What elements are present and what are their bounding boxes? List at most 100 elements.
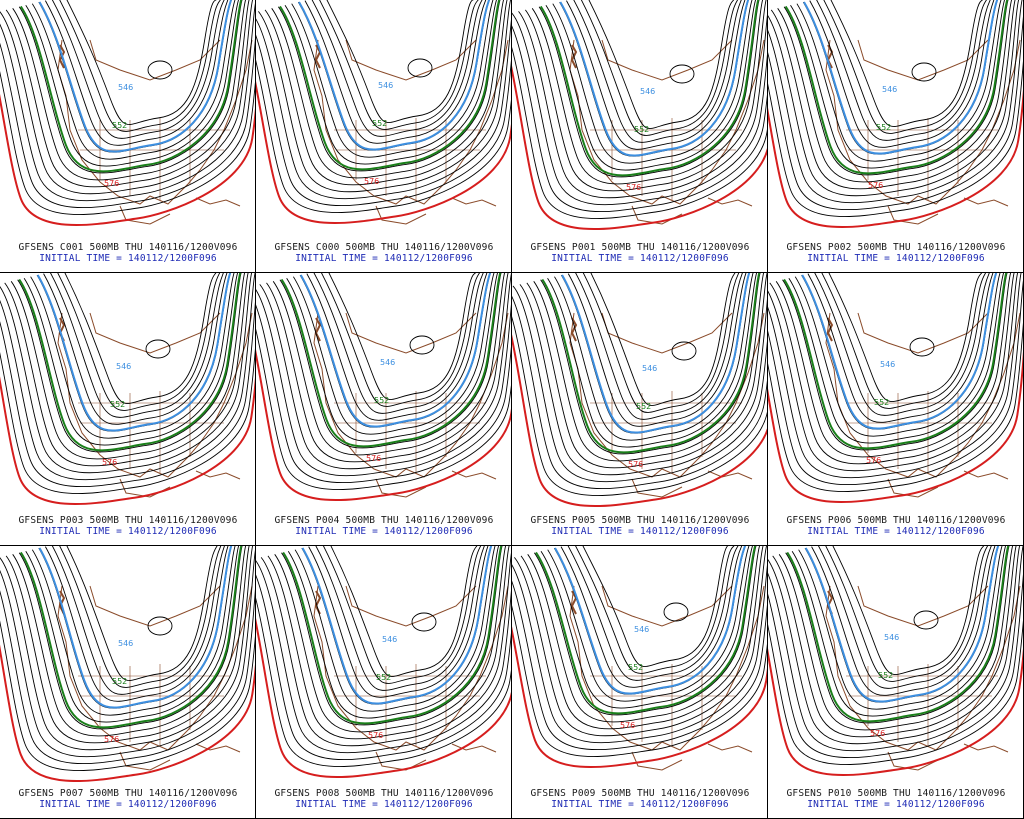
height-contour <box>818 546 992 689</box>
height-contour <box>5 546 250 744</box>
contour-576 <box>0 376 255 506</box>
height-contour <box>23 273 238 446</box>
panel-title: GFSENS P006 500MB THU 140116/1200V096 <box>786 515 1006 526</box>
height-contour <box>512 296 767 490</box>
coastline <box>451 743 497 753</box>
panel-title: GFSENS P002 500MB THU 140116/1200V096 <box>786 242 1006 253</box>
state-border <box>590 391 742 473</box>
contour-546 <box>301 546 493 705</box>
coastline <box>119 751 171 771</box>
panel-title: GFSENS P010 500MB THU 140116/1200V096 <box>786 788 1006 799</box>
closed-low-contour <box>147 616 173 636</box>
coastline <box>857 585 989 627</box>
closed-low-contour <box>909 337 935 357</box>
height-contour <box>816 0 991 141</box>
height-contour <box>768 280 1023 486</box>
contour-label-576: 576 <box>626 183 641 192</box>
panel-title: GFSENS P007 500MB THU 140116/1200V096 <box>18 788 238 799</box>
height-contour-map: 576 552 546 <box>768 546 1023 777</box>
contour-label-546: 546 <box>380 358 395 367</box>
contour-label-576: 576 <box>366 454 381 463</box>
height-contour <box>768 322 1023 492</box>
closed-low-contour <box>407 58 433 78</box>
contour-546 <box>299 273 492 428</box>
contour-576 <box>0 644 255 782</box>
state-border <box>590 664 742 746</box>
coastline <box>345 312 477 354</box>
contour-546 <box>804 546 1000 703</box>
contour-layer <box>512 273 767 496</box>
height-contour <box>768 546 1020 745</box>
panel-initial-time: INITIAL TIME = 140112/1200F096 <box>39 799 217 810</box>
contour-576 <box>768 648 1023 777</box>
contour-layer <box>0 0 255 215</box>
contour-552 <box>19 546 243 729</box>
coastline <box>857 312 989 354</box>
contour-546 <box>559 0 750 157</box>
coastline <box>570 317 578 342</box>
contour-546 <box>38 546 233 709</box>
height-contour <box>554 273 754 441</box>
height-contour <box>260 552 511 747</box>
closed-low-contour <box>147 60 173 80</box>
ensemble-panel: 576 552 546 GFSENS C001 500MB THU 140116/12… <box>0 0 256 273</box>
height-contour <box>512 580 767 751</box>
height-contour <box>567 273 747 427</box>
contour-546 <box>801 273 998 430</box>
ensemble-panel: 576 552 546 GFSENS P004 500MB THU 140116/12… <box>256 273 512 546</box>
state-border <box>334 391 486 473</box>
coastline <box>570 590 578 615</box>
coastline-layer <box>57 39 253 225</box>
coastline <box>601 585 733 627</box>
coastline <box>569 312 765 478</box>
height-contour <box>51 0 225 139</box>
height-contour <box>0 546 254 751</box>
height-contour <box>294 546 496 712</box>
height-contour <box>821 273 987 409</box>
height-contour <box>525 0 767 192</box>
height-contour <box>777 0 1012 183</box>
panel-initial-time: INITIAL TIME = 140112/1200F096 <box>551 799 729 810</box>
height-contour <box>560 546 743 688</box>
height-contour <box>768 0 1019 197</box>
height-contour <box>274 546 507 733</box>
coastline-layer <box>313 39 509 225</box>
height-contour <box>768 273 1018 472</box>
height-contour <box>286 273 498 442</box>
state-border <box>78 664 230 746</box>
contour-layer <box>256 0 511 213</box>
contour-576 <box>512 65 767 231</box>
contour-label-576: 576 <box>628 460 643 469</box>
contour-layer <box>512 0 767 219</box>
panel-title: GFSENS P003 500MB THU 140116/1200V096 <box>18 515 238 526</box>
contour-label-552: 552 <box>372 119 387 128</box>
height-contour <box>782 273 1008 451</box>
coastline <box>826 317 834 342</box>
height-contour <box>768 0 1023 204</box>
height-contour <box>794 273 1001 437</box>
height-contour <box>258 0 511 193</box>
panel-title: GFSENS P001 500MB THU 140116/1200V096 <box>530 242 750 253</box>
contour-552 <box>280 273 502 448</box>
height-contour-map: 576 552 546 <box>256 0 511 225</box>
height-contour <box>293 273 495 435</box>
panel-initial-time: INITIAL TIME = 140112/1200F096 <box>39 253 217 264</box>
height-contour <box>828 273 983 402</box>
height-contour <box>538 0 760 178</box>
height-contour <box>256 59 511 213</box>
contour-label-546: 546 <box>642 364 657 373</box>
panel-initial-time: INITIAL TIME = 140112/1200F096 <box>551 526 729 537</box>
contour-576 <box>0 93 255 227</box>
height-contour-map: 576 552 546 <box>512 546 767 771</box>
height-contour <box>0 549 255 758</box>
coastline <box>314 317 322 342</box>
height-contour <box>30 273 235 439</box>
height-contour <box>25 546 240 723</box>
contour-552 <box>783 273 1008 450</box>
height-contour <box>284 0 497 165</box>
ensemble-panel: 576 552 546 GFSENS P010 500MB THU 140116/12… <box>768 546 1024 819</box>
coastline <box>963 197 1009 207</box>
state-border <box>78 118 230 200</box>
contour-layer <box>0 273 255 494</box>
closed-low-contour <box>669 64 695 84</box>
